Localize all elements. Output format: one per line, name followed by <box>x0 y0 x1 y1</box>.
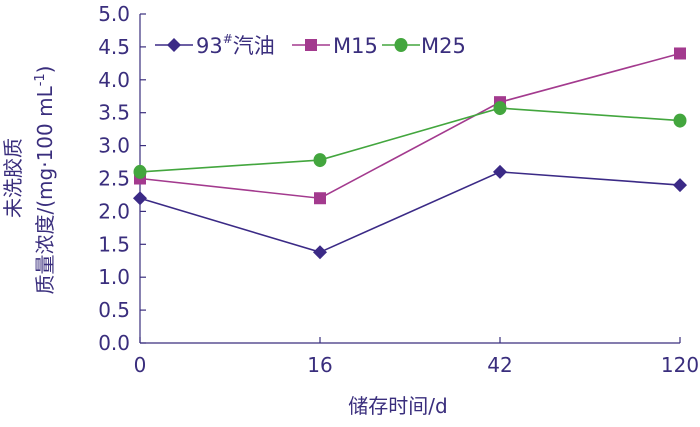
y-tick-label: 1.5 <box>98 232 130 256</box>
legend-label: M25 <box>421 34 466 58</box>
legend: 93#汽油 M15 M25 <box>155 32 466 58</box>
data-point <box>133 191 147 206</box>
y-tick-label: 0.5 <box>98 298 130 322</box>
y-axis-label-2: 质量浓度/(mg·100 mL-1) <box>33 65 57 294</box>
axes: 0.0 0.5 1.0 1.5 2.0 2.5 3.0 3.5 4.0 4.5 5.0 0 16 42 12… <box>98 2 699 377</box>
y-axis-label-line1: 未洗胶质 <box>1 138 25 218</box>
series-m15 <box>134 47 686 205</box>
y-tick-label: 4.0 <box>98 68 130 92</box>
y-tick-label: 2.5 <box>98 167 130 191</box>
y-tick-label: 5.0 <box>98 2 130 26</box>
y-axis-label-sup: -1 <box>33 73 48 86</box>
y-tick-label: 2.0 <box>98 199 130 223</box>
legend-label: 93#汽油 <box>196 32 275 58</box>
y-tick-label: 1.0 <box>98 265 130 289</box>
legend-marker <box>394 38 408 52</box>
y-axis-label: 未洗胶质 <box>1 138 25 218</box>
x-tick-label: 120 <box>661 353 699 377</box>
legend-marker <box>167 38 181 52</box>
legend-label: M15 <box>333 34 378 58</box>
x-tick-label: 0 <box>134 353 147 377</box>
data-point <box>133 164 147 179</box>
x-tick-label: 42 <box>487 353 512 377</box>
series-93 <box>133 164 687 260</box>
series-line <box>139 52 681 200</box>
y-tick-label: 3.0 <box>98 134 130 158</box>
data-point <box>313 245 327 260</box>
y-axis-label-line2: 质量浓度/(mg·100 mL-1) <box>33 65 57 294</box>
y-tick-label: 3.5 <box>98 101 130 125</box>
legend-marker <box>305 39 317 51</box>
series-layer <box>133 47 687 260</box>
legend-item: 93#汽油 <box>155 32 275 58</box>
y-axis-label-main: 质量浓度/(mg·100 mL <box>33 85 57 294</box>
y-axis-label-close: ) <box>33 65 57 73</box>
y-tick-label: 4.5 <box>98 35 130 59</box>
legend-item: M15 <box>292 34 378 58</box>
x-tick-label: 16 <box>307 353 332 377</box>
data-point <box>673 113 687 128</box>
series-line <box>139 107 681 173</box>
data-point <box>313 153 327 168</box>
series-line <box>139 171 681 254</box>
data-point <box>673 178 687 193</box>
data-point <box>493 164 507 179</box>
series-m25 <box>133 101 687 179</box>
x-axis-label: 储存时间/d <box>348 394 447 418</box>
legend-item: M25 <box>382 34 466 58</box>
data-point <box>314 192 326 205</box>
data-point <box>493 101 507 116</box>
data-point <box>674 47 686 60</box>
y-tick-label: 0.0 <box>98 331 130 355</box>
